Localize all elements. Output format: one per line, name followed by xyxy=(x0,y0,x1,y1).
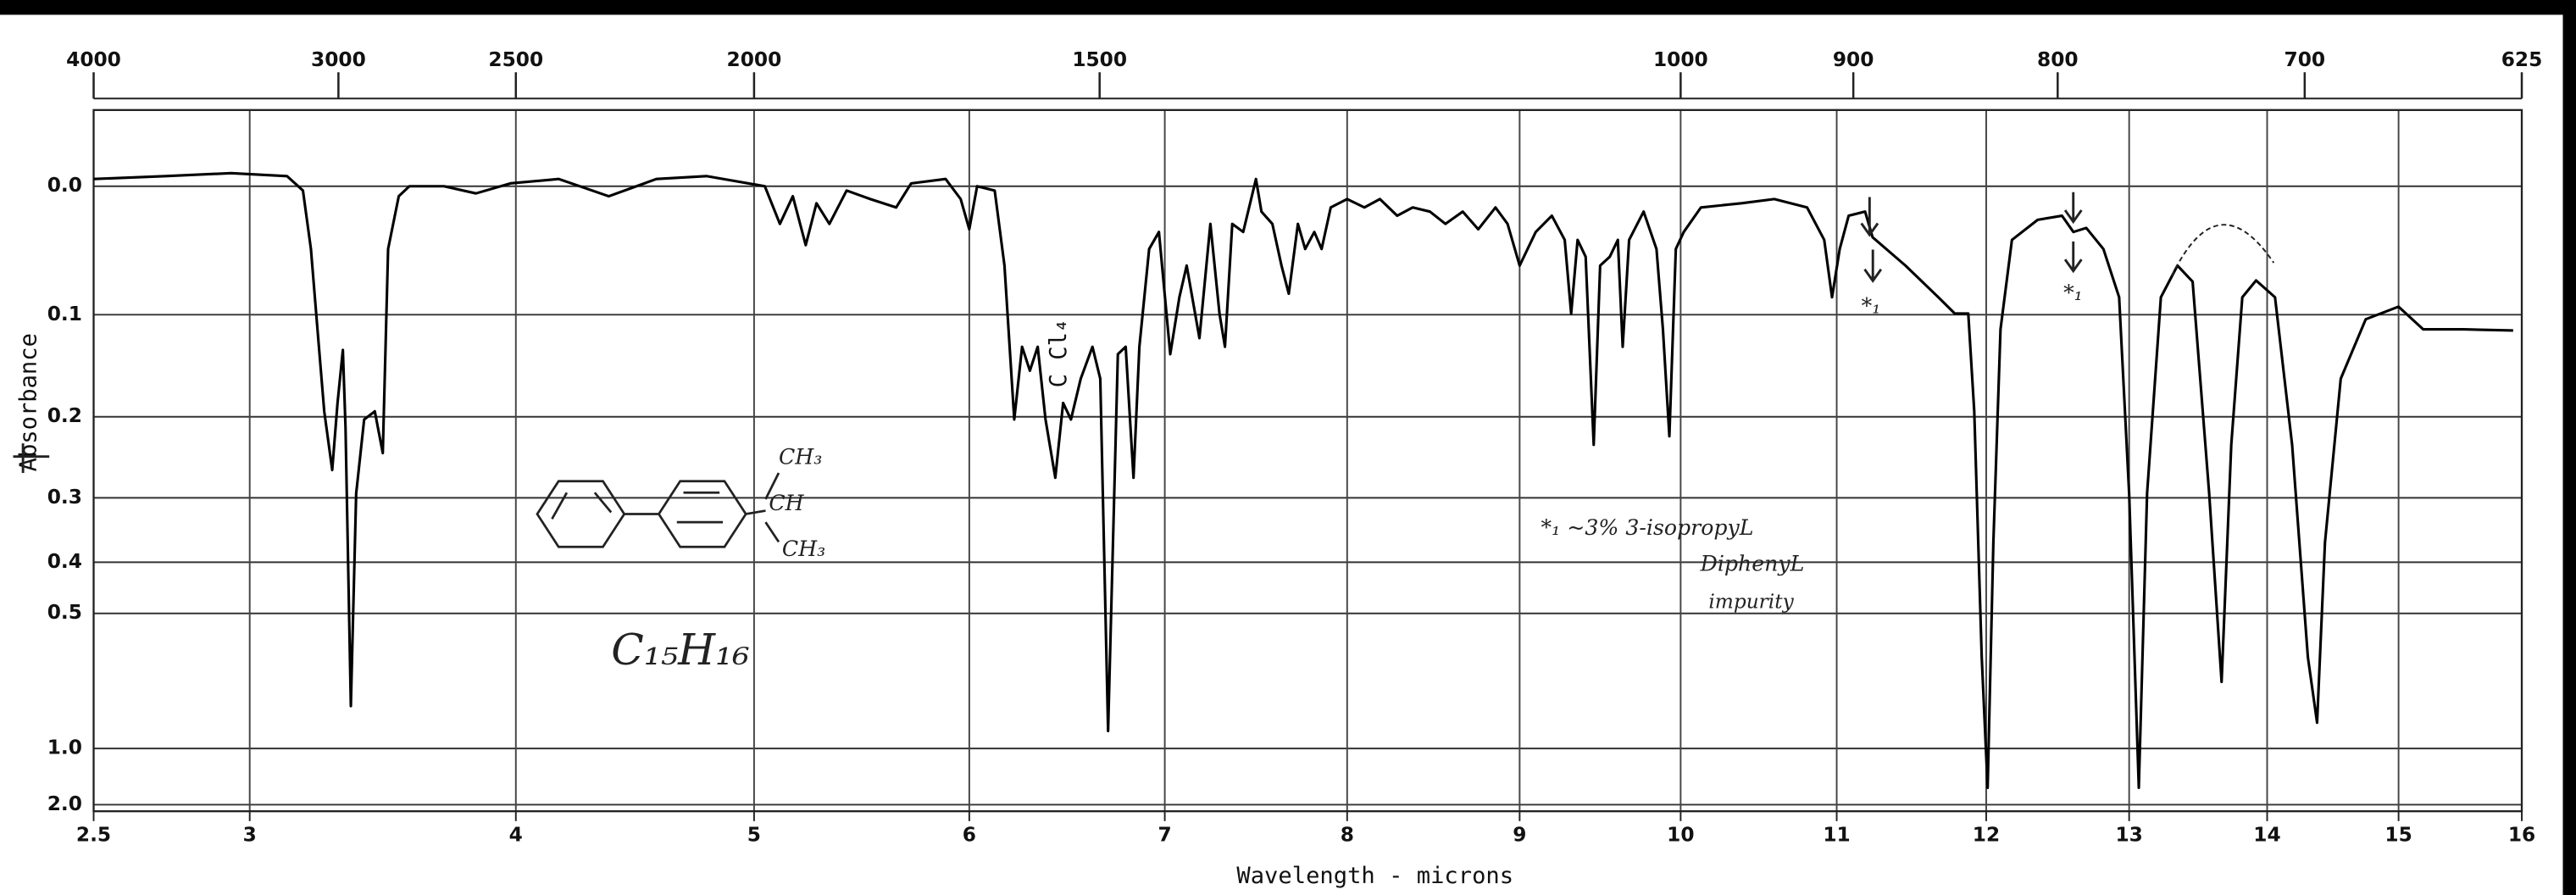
x2-tick-label: 625 xyxy=(2501,48,2543,71)
x-tick-label: 16 xyxy=(2508,824,2535,847)
annotation: CH₃ xyxy=(782,536,825,561)
y-tick-label: 0.5 xyxy=(47,601,82,624)
annotation: CH₃ xyxy=(779,445,822,470)
x-axis-title: Wavelength - microns xyxy=(1236,863,1513,889)
marks xyxy=(93,171,2513,789)
annotation: *₁ ~3% 3-isopropyL xyxy=(1541,515,1754,540)
plot-frame xyxy=(92,108,2523,813)
x-tick-label: 11 xyxy=(1823,824,1850,847)
annotation: C Cl₄ xyxy=(1046,319,1072,388)
scan-border-right xyxy=(2562,0,2576,895)
annotation: DiphenyL xyxy=(1700,552,1805,576)
x-tick-label: 12 xyxy=(1973,824,2000,847)
y-tick-label: 1.0 xyxy=(47,737,82,759)
x2-tick-label: 2000 xyxy=(727,48,782,71)
x-tick-label: 8 xyxy=(1341,824,1354,847)
y-tick-label: 2.0 xyxy=(47,792,82,815)
annotation: *₁ xyxy=(1862,293,1881,318)
y-tick-label: 0.0 xyxy=(47,174,82,197)
x-tick-label: 14 xyxy=(2253,824,2280,847)
x2-tick-label: 1000 xyxy=(1653,48,1708,71)
y-tick-label: 0.1 xyxy=(47,303,82,325)
y-tick-label: 0.3 xyxy=(47,486,82,509)
x2-tick-label: 700 xyxy=(2285,48,2326,71)
y-axis-title: Absorbance xyxy=(15,333,42,471)
x-tick-label: 2.5 xyxy=(76,824,111,847)
annotation: C₁₅H₁₆ xyxy=(611,625,749,675)
x2-tick-label: 1500 xyxy=(1072,48,1127,71)
y-tick-label: 0.2 xyxy=(47,404,82,427)
structure-sketch xyxy=(536,472,780,548)
annotation: impurity xyxy=(1708,591,1794,614)
arrows xyxy=(1860,192,2275,283)
x-tick-label: 4 xyxy=(509,824,523,847)
x2-tick-label: 800 xyxy=(2037,48,2079,71)
x2-tick-label: 900 xyxy=(1833,48,1874,71)
x-tick-label: 10 xyxy=(1667,824,1694,847)
x-tick-label: 7 xyxy=(1158,824,1171,847)
x2-tick-label: 4000 xyxy=(66,48,121,71)
scan-border-top xyxy=(0,0,2576,15)
x-tick-label: 3 xyxy=(243,824,257,847)
x-tick-label: 6 xyxy=(963,824,976,847)
annotation: *₁ xyxy=(2063,281,2083,305)
x2-tick-label: 2500 xyxy=(488,48,543,71)
x-tick-label: 15 xyxy=(2384,824,2412,847)
x2-tick-label: 3000 xyxy=(311,48,366,71)
spectrum-line xyxy=(93,171,2513,789)
x-tick-label: 13 xyxy=(2115,824,2142,847)
y-tick-label: 0.4 xyxy=(47,550,82,573)
annotation: CH xyxy=(769,491,804,515)
x-tick-label: 5 xyxy=(747,824,761,847)
x-tick-label: 9 xyxy=(1513,824,1526,847)
